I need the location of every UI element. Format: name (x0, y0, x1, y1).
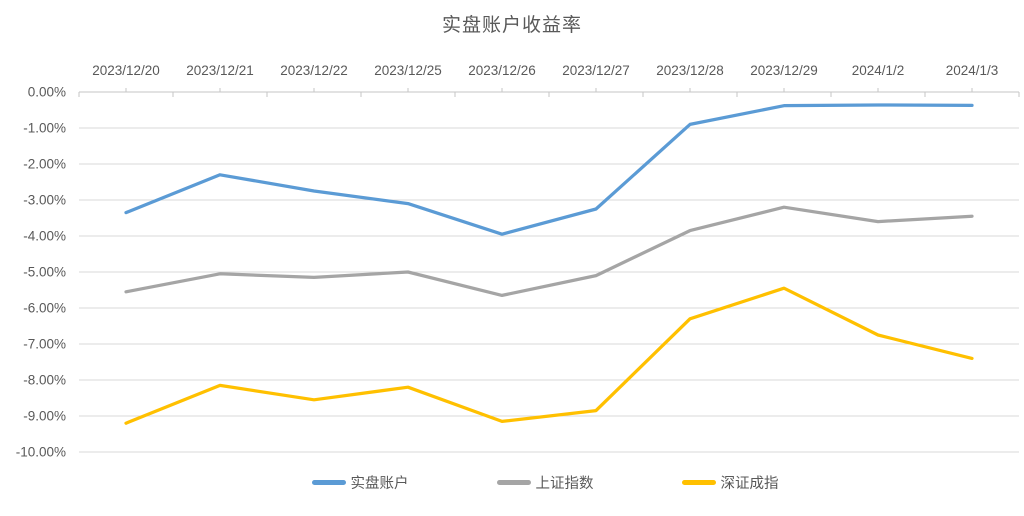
x-axis-label: 2023/12/22 (280, 63, 348, 78)
legend-line-swatch-gray (496, 480, 531, 485)
x-axis-label: 2023/12/21 (186, 63, 254, 78)
legend-line-swatch-gold (681, 480, 716, 485)
legend-label: 上证指数 (535, 476, 594, 492)
y-axis-tick-label: -1.00% (23, 121, 66, 136)
x-axis-label: 2023/12/25 (374, 63, 442, 78)
legend-label: 实盘账户 (350, 476, 409, 492)
y-axis-tick-label: -9.00% (23, 409, 66, 424)
legend-line-swatch-blue (311, 480, 346, 485)
x-axis-label: 2023/12/26 (468, 63, 536, 78)
series-line-实盘账户 (124, 103, 974, 236)
legend-item-shanghai-index: 上证指数 (496, 472, 594, 493)
y-axis-tick-label: -4.00% (23, 229, 66, 244)
y-axis-tick-label: -2.00% (23, 157, 66, 172)
x-axis-label: 2023/12/27 (562, 63, 630, 78)
x-axis-label: 2024/1/2 (852, 63, 905, 78)
chart-legend: 实盘账户 上证指数 深证成指 (33, 472, 1024, 493)
y-axis-tick-label: 0.00% (28, 85, 66, 100)
y-axis-tick-label: -5.00% (23, 265, 66, 280)
series-line-上证指数 (124, 205, 974, 298)
series-line-深证成指 (124, 286, 974, 425)
x-axis-label: 2023/12/28 (656, 63, 724, 78)
y-axis-tick-label: -6.00% (23, 301, 66, 316)
y-axis-tick-label: -7.00% (23, 337, 66, 352)
x-axis-label: 2023/12/29 (750, 63, 818, 78)
y-axis-tick-label: -8.00% (23, 373, 66, 388)
y-axis-tick-label: -10.00% (16, 445, 66, 460)
x-axis-label: 2023/12/20 (92, 63, 160, 78)
y-axis-tick-label: -3.00% (23, 193, 66, 208)
legend-item-shenzhen-index: 深证成指 (681, 472, 779, 493)
chart-title: 实盘账户收益率 (441, 15, 582, 36)
legend-item-real-account: 实盘账户 (311, 472, 409, 493)
x-axis-label: 2024/1/3 (946, 63, 999, 78)
legend-label: 深证成指 (720, 476, 779, 492)
